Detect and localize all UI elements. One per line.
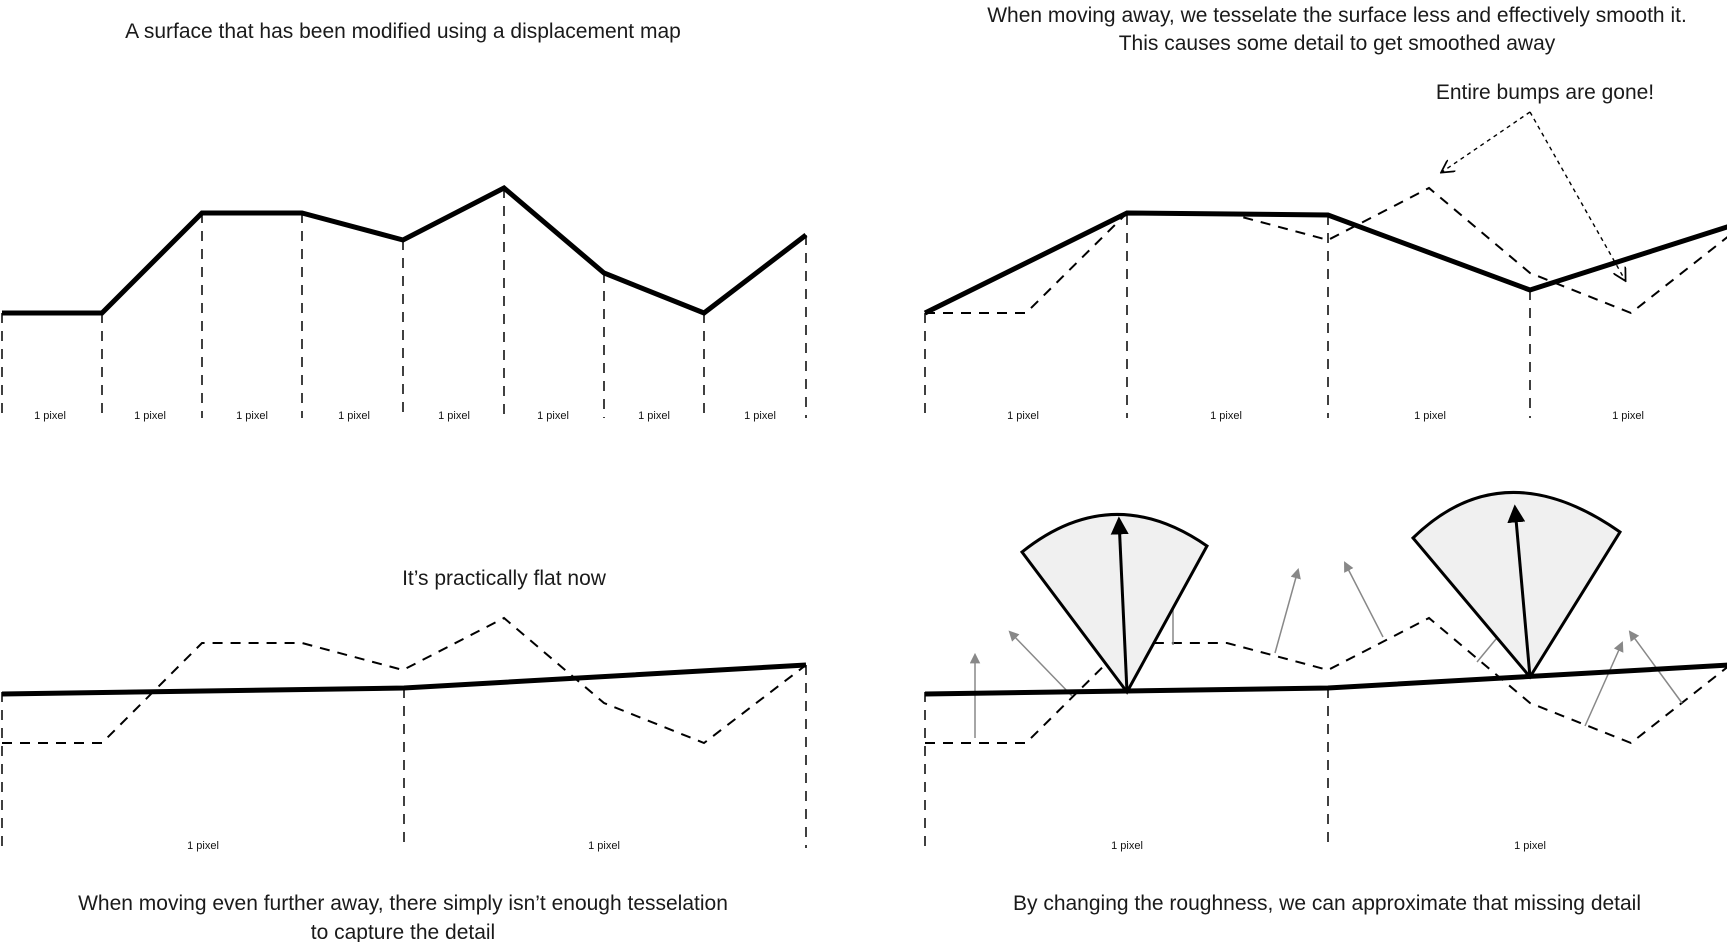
pixel-dividers-top-right [924, 215, 1531, 418]
pixel-label: 1 pixel [744, 410, 776, 422]
displaced-surface-line [2, 185, 808, 316]
pixel-dividers-bottom-left [1, 665, 807, 848]
pixel-label: 1 pixel [338, 410, 370, 422]
pixel-label: 1 pixel [1210, 410, 1242, 422]
pixel-label: 1 pixel [34, 410, 66, 422]
pixel-label: 1 pixel [638, 410, 670, 422]
tessellated-surface-line [923, 210, 1727, 316]
caption-top-right-line-2: This causes some detail to get smoothed … [1119, 32, 1556, 55]
caption-top-left-line-1: A surface that has been modified using a… [125, 20, 681, 43]
pixel-labels-bottom-left: 1 pixel 1 pixel [187, 840, 620, 852]
annotation-bumps-gone: Entire bumps are gone! [1436, 81, 1654, 104]
caption-top-right-line-1: When moving away, we tesselate the surfa… [987, 4, 1687, 27]
roughness-lobe-left [1019, 512, 1209, 695]
original-surface-dashed [2, 616, 807, 745]
pixel-dividers-top-left [1, 188, 807, 418]
pixel-label: 1 pixel [1111, 840, 1143, 852]
pixel-labels-bottom-right: 1 pixel 1 pixel [1111, 840, 1546, 852]
pixel-label: 1 pixel [588, 840, 620, 852]
caption-bottom-left-line-2: to capture the detail [311, 921, 495, 942]
flat-surface-line [1, 662, 807, 697]
original-surface-dashed [925, 186, 1727, 315]
pixel-label: 1 pixel [236, 410, 268, 422]
pixel-label: 1 pixel [1414, 410, 1446, 422]
annotation-practically-flat: It’s practically flat now [402, 567, 607, 590]
pixel-dividers-bottom-right [924, 688, 1329, 848]
pixel-labels-top-right: 1 pixel 1 pixel 1 pixel 1 pixel [1007, 410, 1644, 422]
pixel-label: 1 pixel [1612, 410, 1644, 422]
pixel-label: 1 pixel [187, 840, 219, 852]
panel-top-right: When moving away, we tesselate the surfa… [923, 4, 1727, 422]
caption-bottom-right: By changing the roughness, we can approx… [1013, 892, 1641, 915]
pixel-labels-top-left: 1 pixel 1 pixel 1 pixel 1 pixel 1 pixel … [34, 410, 776, 422]
pixel-label: 1 pixel [1007, 410, 1039, 422]
pixel-label: 1 pixel [134, 410, 166, 422]
panel-bottom-left: It’s practically flat now 1 pixel 1 pixe… [1, 567, 807, 942]
roughness-lobe-right [1410, 491, 1623, 680]
panel-top-left: A surface that has been modified using a… [1, 20, 808, 422]
flat-surface-line [924, 662, 1727, 697]
pixel-label: 1 pixel [537, 410, 569, 422]
panel-bottom-right: 1 pixel 1 pixel By changing the roughnes… [924, 491, 1727, 915]
annotation-arrows [1442, 111, 1625, 280]
original-surface-dashed [925, 616, 1727, 745]
pixel-label: 1 pixel [1514, 840, 1546, 852]
caption-bottom-left-line-1: When moving even further away, there sim… [78, 892, 728, 915]
pixel-label: 1 pixel [438, 410, 470, 422]
micro-normal-arrows [969, 550, 1683, 738]
